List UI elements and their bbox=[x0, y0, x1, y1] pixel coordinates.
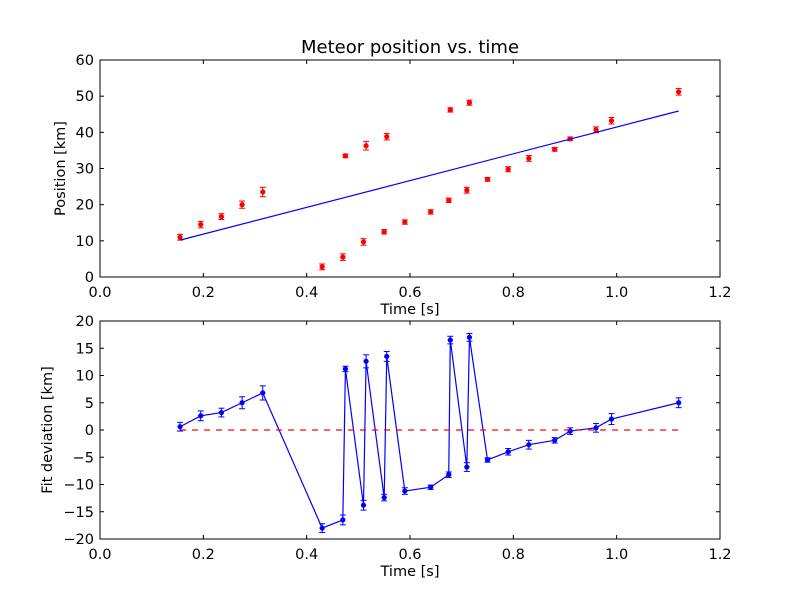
deviation-ticks: 0.0 0.2 0.4 0.6 0.8 1.0 1.2 −20 −15 −10 −5 0 5 10 15 20 bbox=[63, 314, 731, 563]
position-ticks: 0.0 0.2 0.4 0.6 0.8 1.0 1.2 0 10 20 30 40 50 60 bbox=[76, 53, 732, 301]
y-tick-label: 40 bbox=[76, 125, 94, 141]
data-point bbox=[177, 424, 183, 430]
data-point bbox=[198, 221, 204, 228]
y-tick-label: −20 bbox=[63, 532, 94, 548]
data-point bbox=[402, 488, 408, 494]
y-tick-label: −10 bbox=[63, 478, 94, 494]
data-point bbox=[464, 187, 470, 193]
data-point bbox=[552, 146, 558, 152]
x-tick-label: 0.0 bbox=[88, 547, 111, 563]
y-tick-label: −15 bbox=[63, 505, 94, 521]
data-point bbox=[466, 334, 473, 341]
y-tick-label: 5 bbox=[85, 396, 94, 412]
y-tick-label: 50 bbox=[76, 89, 94, 105]
y-tick-label: 15 bbox=[76, 341, 94, 357]
x-tick-label: 1.0 bbox=[605, 547, 628, 563]
x-tick-label: 0.4 bbox=[295, 285, 318, 301]
data-point bbox=[676, 89, 682, 95]
data-point bbox=[319, 264, 325, 270]
data-point bbox=[381, 229, 387, 235]
data-point bbox=[505, 166, 511, 172]
x-tick-label: 1.0 bbox=[605, 285, 628, 301]
data-point bbox=[608, 118, 615, 124]
y-tick-label: 0 bbox=[85, 423, 94, 439]
data-point bbox=[342, 366, 349, 372]
data-point bbox=[428, 484, 434, 490]
x-tick-label: 1.2 bbox=[708, 285, 731, 301]
data-point bbox=[484, 176, 491, 183]
data-point bbox=[260, 390, 266, 396]
data-point bbox=[319, 525, 325, 531]
data-point bbox=[360, 502, 367, 508]
data-point bbox=[363, 143, 369, 149]
data-point bbox=[552, 437, 558, 444]
y-tick-label: 0 bbox=[85, 270, 94, 286]
position-chart: Meteor position vs. time 0.0 0.2 0.4 0.6 0.8… bbox=[53, 37, 732, 318]
data-point bbox=[402, 219, 408, 225]
y-tick-label: 20 bbox=[76, 198, 94, 214]
deviation-chart: 0.0 0.2 0.4 0.6 0.8 1.0 1.2 −20 −15 −10 −5 0 5 10 15 20… bbox=[40, 314, 732, 580]
x-tick-label: 0.4 bbox=[295, 547, 318, 563]
data-point bbox=[384, 134, 390, 140]
y-tick-label: 10 bbox=[76, 369, 94, 385]
y-tick-label: −5 bbox=[73, 450, 94, 466]
y-tick-label: 30 bbox=[76, 162, 94, 178]
data-point bbox=[239, 400, 245, 406]
data-point bbox=[260, 189, 266, 195]
x-tick-label: 0.6 bbox=[398, 547, 421, 563]
position-data bbox=[177, 88, 682, 271]
data-point bbox=[384, 353, 390, 360]
data-point bbox=[446, 472, 452, 478]
x-tick-label: 0.6 bbox=[398, 285, 421, 301]
data-point bbox=[505, 449, 511, 455]
data-point bbox=[447, 337, 453, 343]
x-tick-label: 0.2 bbox=[192, 285, 215, 301]
data-point bbox=[593, 425, 599, 431]
x-tick-label: 1.2 bbox=[708, 547, 731, 563]
fit-line bbox=[179, 110, 679, 241]
y-axis-label: Fit deviation [km] bbox=[40, 366, 56, 493]
data-point bbox=[446, 197, 452, 203]
data-point bbox=[608, 416, 615, 422]
y-axis-label: Position [km] bbox=[53, 121, 69, 216]
data-point bbox=[198, 413, 204, 419]
x-tick-label: 0.8 bbox=[502, 285, 525, 301]
data-point bbox=[484, 457, 491, 463]
data-point bbox=[447, 107, 453, 113]
data-point bbox=[363, 358, 369, 364]
y-tick-label: 10 bbox=[76, 234, 94, 250]
y-tick-label: 20 bbox=[76, 314, 94, 330]
data-point bbox=[218, 409, 225, 416]
x-tick-label: 0.2 bbox=[192, 547, 215, 563]
data-point bbox=[428, 209, 434, 215]
data-point bbox=[464, 464, 470, 470]
x-tick-label: 0.0 bbox=[88, 285, 111, 301]
data-point bbox=[466, 100, 473, 106]
data-point bbox=[676, 400, 682, 406]
chart-title: Meteor position vs. time bbox=[301, 37, 519, 58]
data-point bbox=[342, 153, 349, 159]
data-point bbox=[177, 234, 183, 240]
data-point bbox=[360, 239, 367, 245]
x-axis-label: Time [s] bbox=[380, 302, 440, 318]
data-point bbox=[526, 442, 532, 448]
data-point bbox=[340, 517, 346, 523]
deviation-line bbox=[179, 337, 679, 529]
data-point bbox=[526, 155, 532, 162]
data-point bbox=[239, 202, 245, 208]
x-tick-label: 0.8 bbox=[502, 547, 525, 563]
deviation-data bbox=[177, 333, 682, 533]
data-point bbox=[218, 213, 225, 220]
data-point bbox=[381, 494, 387, 501]
y-tick-label: 60 bbox=[76, 53, 94, 69]
x-axis-label: Time [s] bbox=[380, 564, 440, 580]
data-point bbox=[340, 254, 346, 260]
